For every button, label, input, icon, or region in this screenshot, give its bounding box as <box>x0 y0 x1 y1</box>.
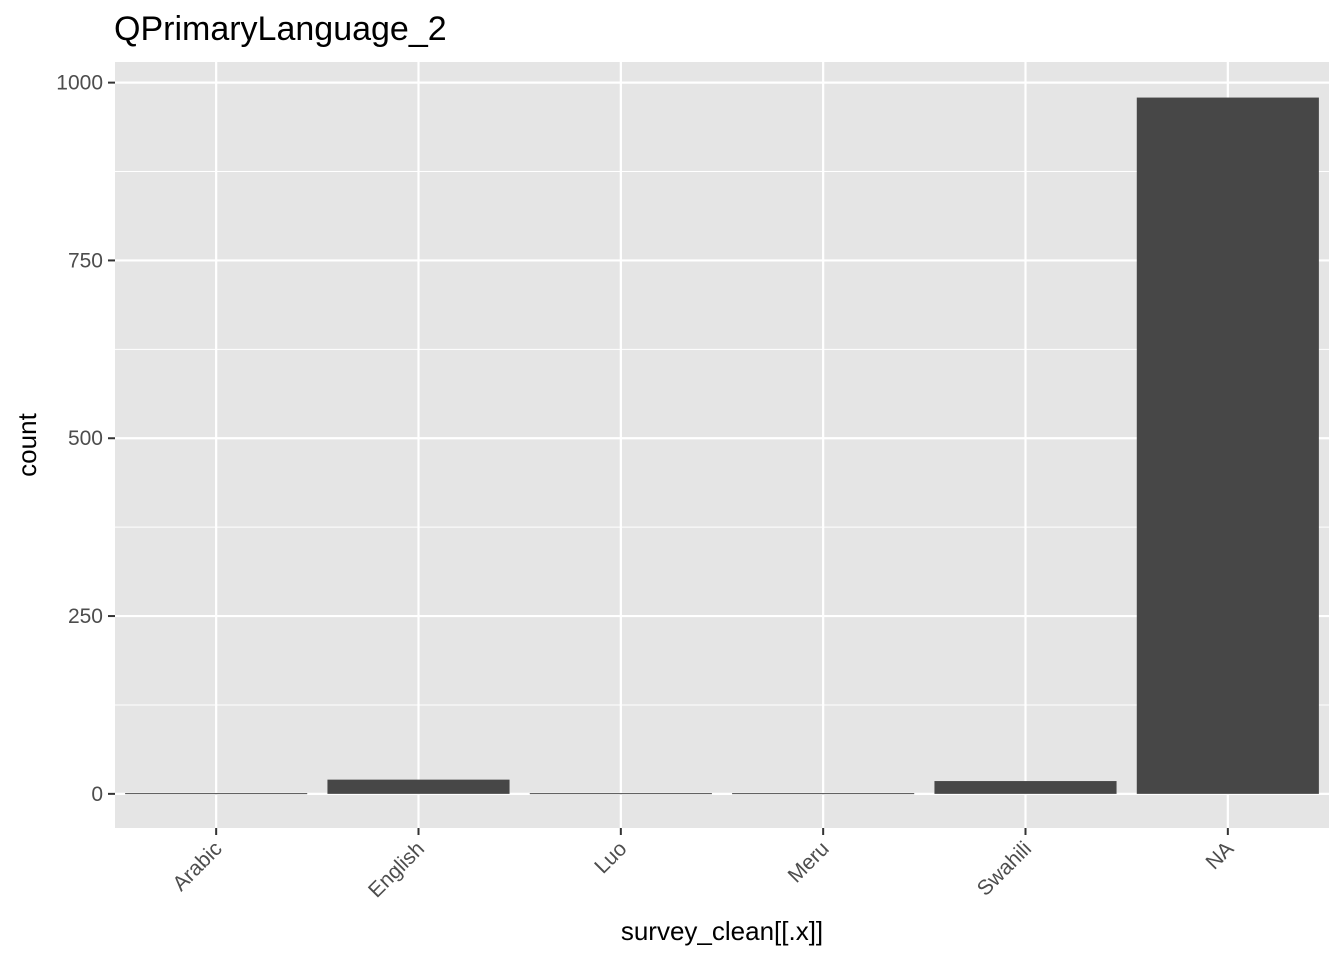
bars <box>125 97 1319 795</box>
y-tick-label: 500 <box>68 427 103 450</box>
y-tick-label: 0 <box>91 783 103 806</box>
bar-meru <box>732 793 915 795</box>
x-tick-label: NA <box>1201 837 1238 874</box>
y-axis-title: count <box>12 412 42 476</box>
plot-panel <box>115 62 1329 828</box>
minor-gridlines <box>115 171 1329 706</box>
chart-title: QPrimaryLanguage_2 <box>114 10 447 48</box>
x-tick-label: Meru <box>784 837 834 887</box>
bar-arabic <box>125 793 308 795</box>
x-tick-label: Luo <box>590 837 631 878</box>
x-tick-label: Swahili <box>973 837 1036 900</box>
y-tick-label: 750 <box>68 249 103 272</box>
bar-luo <box>529 793 712 795</box>
x-tick-label: Arabic <box>168 837 226 895</box>
bar-swahili <box>934 781 1117 794</box>
bar-english <box>327 779 510 794</box>
bar-na <box>1136 97 1319 794</box>
y-axis: 0 250 500 750 1000 <box>56 72 115 806</box>
x-tick-label: English <box>364 837 429 902</box>
x-axis: Arabic English Luo Meru Swahili NA <box>168 828 1238 902</box>
x-axis-title: survey_clean[[.x]] <box>621 916 823 946</box>
y-tick-label: 250 <box>68 605 103 628</box>
y-tick-label: 1000 <box>56 72 103 95</box>
